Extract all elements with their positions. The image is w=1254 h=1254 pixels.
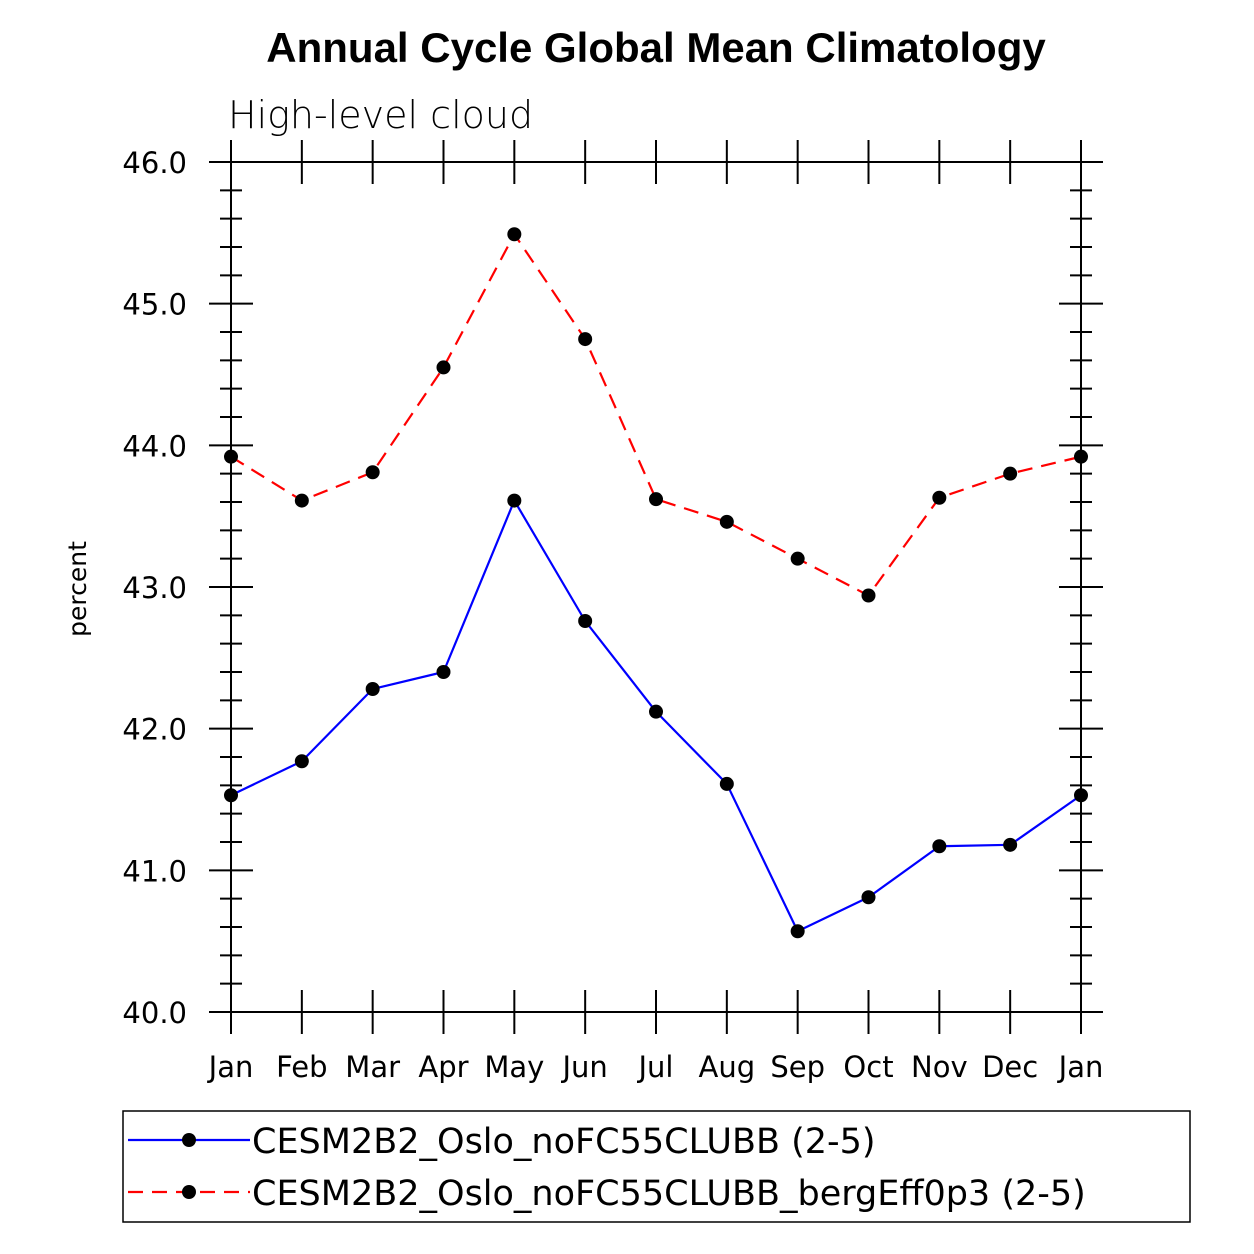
- data-point: [436, 360, 451, 375]
- legend-box: [122, 1110, 1191, 1223]
- data-point: [649, 492, 663, 507]
- y-axis-label: percent: [63, 541, 92, 637]
- x-tick-label: Jan: [1057, 1050, 1104, 1084]
- legend-marker: [182, 1185, 196, 1199]
- data-point: [365, 465, 380, 480]
- data-point: [507, 493, 522, 508]
- data-point: [578, 332, 593, 347]
- data-point: [1003, 837, 1018, 852]
- data-point: [790, 924, 805, 939]
- y-tick-label: 44.0: [122, 429, 187, 463]
- data-point: [932, 839, 947, 854]
- y-tick-label: 43.0: [122, 571, 187, 605]
- legend: CESM2B2_Oslo_noFC55CLUBB (2-5) CESM2B2_Os…: [122, 1110, 1191, 1223]
- x-tick-label: May: [484, 1050, 544, 1084]
- data-point: [436, 665, 451, 679]
- legend-entry: CESM2B2_Oslo_noFC55CLUBB (2-5): [128, 1122, 876, 1162]
- y-tick-labels: 40.0 41.0 42.0 43.0 44.0 45.0 46.0: [122, 146, 187, 1030]
- axis-ticks: [209, 140, 1103, 1034]
- x-tick-labels: Jan Feb Mar Apr May Jun Jul Aug Sep Oct Nov Dec Jan: [207, 1050, 1104, 1084]
- data-point: [649, 704, 663, 719]
- data-point: [861, 588, 876, 603]
- x-tick-label: Dec: [982, 1050, 1038, 1084]
- y-tick-label: 46.0: [122, 146, 187, 180]
- x-tick-label: Sep: [770, 1050, 825, 1084]
- data-point: [294, 754, 309, 769]
- data-point: [365, 682, 380, 696]
- chart-title: Annual Cycle Global Mean Climatology: [266, 24, 1046, 71]
- data-point: [294, 493, 309, 508]
- legend-label: CESM2B2_Oslo_noFC55CLUBB (2-5): [252, 1122, 876, 1162]
- x-tick-label: Apr: [418, 1050, 468, 1084]
- legend-entry: CESM2B2_Oslo_noFC55CLUBB_bergEff0p3 (2-5…: [128, 1174, 1086, 1214]
- series-2: [224, 227, 1088, 603]
- series-1: [224, 493, 1088, 939]
- data-point: [719, 514, 734, 529]
- data-point: [861, 890, 876, 905]
- y-tick-label: 45.0: [122, 288, 187, 322]
- x-tick-label: Feb: [276, 1050, 327, 1084]
- series-line: [230, 233, 1082, 597]
- x-tick-label: Jul: [637, 1050, 674, 1084]
- x-tick-label: Oct: [843, 1050, 893, 1084]
- chart-subtitle: High-level cloud: [228, 93, 533, 137]
- x-tick-label: Jun: [561, 1050, 608, 1084]
- y-tick-label: 40.0: [122, 996, 187, 1030]
- legend-marker: [182, 1133, 196, 1147]
- plot-frame: [230, 161, 1082, 1013]
- x-tick-label: Nov: [911, 1050, 968, 1084]
- data-point: [719, 776, 734, 791]
- data-point: [932, 490, 947, 505]
- legend-label: CESM2B2_Oslo_noFC55CLUBB_bergEff0p3 (2-5…: [252, 1174, 1086, 1214]
- y-tick-label: 41.0: [122, 854, 187, 888]
- data-point: [1003, 466, 1018, 481]
- data-point: [578, 614, 593, 628]
- x-tick-label: Jan: [207, 1050, 254, 1084]
- x-tick-label: Aug: [699, 1050, 756, 1084]
- series-layer: [224, 227, 1088, 939]
- data-point: [790, 551, 805, 566]
- data-point: [507, 227, 522, 242]
- y-tick-label: 42.0: [122, 713, 187, 747]
- legend-entries: CESM2B2_Oslo_noFC55CLUBB (2-5) CESM2B2_Os…: [128, 1122, 1086, 1214]
- x-tick-label: Mar: [345, 1050, 400, 1084]
